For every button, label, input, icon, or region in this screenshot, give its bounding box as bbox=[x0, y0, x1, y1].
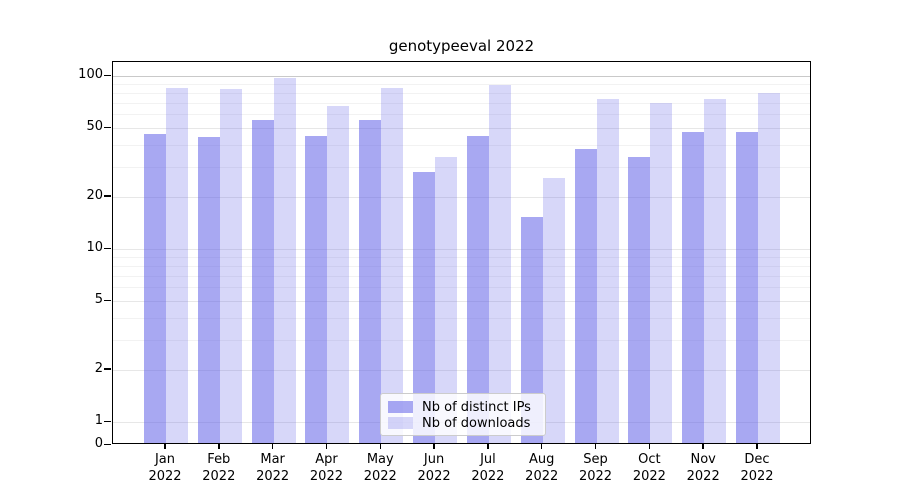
gridline-minor bbox=[113, 287, 810, 289]
gridline-major bbox=[113, 249, 810, 250]
bar-downloads bbox=[757, 92, 780, 443]
legend-swatch-downloads bbox=[388, 417, 413, 429]
y-axis-tick bbox=[104, 126, 111, 128]
x-axis-tick bbox=[594, 444, 597, 449]
x-axis-tick-label: Jun 2022 bbox=[417, 452, 451, 484]
y-axis-tick bbox=[104, 368, 111, 370]
x-axis-tick-label: Nov 2022 bbox=[686, 452, 720, 484]
gridline-minor bbox=[113, 144, 810, 146]
bar-downloads bbox=[327, 106, 350, 443]
gridline-major bbox=[113, 76, 810, 77]
legend-row-downloads: Nb of downloads bbox=[388, 415, 537, 431]
gridline-minor bbox=[113, 166, 810, 168]
bar-downloads bbox=[435, 157, 458, 443]
x-axis-tick bbox=[379, 444, 381, 449]
y-axis-tick-label: 2 bbox=[94, 360, 103, 376]
bar-distinct-ips bbox=[305, 135, 328, 443]
y-axis-tick bbox=[104, 195, 111, 197]
x-axis-tick-label: Apr 2022 bbox=[309, 452, 343, 484]
bar-distinct-ips bbox=[520, 216, 543, 443]
y-axis-tick-label: 1 bbox=[94, 413, 103, 428]
legend-label-distinct-ips: Nb of distinct IPs bbox=[422, 399, 531, 415]
x-axis-tick-label: Sep 2022 bbox=[578, 452, 613, 484]
legend: Nb of distinct IPs Nb of downloads bbox=[380, 393, 546, 436]
y-axis-tick bbox=[104, 74, 111, 76]
bar-distinct-ips bbox=[466, 135, 489, 443]
bar-downloads bbox=[488, 84, 511, 443]
gridline-major bbox=[113, 369, 810, 371]
bar-distinct-ips bbox=[628, 157, 651, 443]
x-axis-tick-label: Jul 2022 bbox=[471, 452, 505, 484]
x-axis-tick bbox=[325, 444, 328, 449]
x-axis-tick bbox=[271, 444, 274, 449]
y-axis-tick bbox=[104, 420, 111, 422]
y-axis-tick-label: 20 bbox=[86, 187, 103, 203]
y-axis-tick-label: 50 bbox=[86, 119, 103, 135]
bar-distinct-ips bbox=[197, 137, 220, 443]
plot-area: Nb of distinct IPs Nb of downloads bbox=[112, 61, 811, 444]
bar-distinct-ips bbox=[413, 172, 436, 443]
bar-distinct-ips bbox=[682, 132, 705, 443]
bar-distinct-ips bbox=[359, 120, 382, 443]
x-axis-tick bbox=[164, 444, 166, 449]
gridline-minor bbox=[113, 83, 810, 85]
y-axis-tick-label: 10 bbox=[86, 240, 103, 255]
x-axis-tick-label: Oct 2022 bbox=[632, 452, 666, 484]
bar-distinct-ips bbox=[735, 132, 758, 443]
bar-downloads bbox=[542, 178, 565, 443]
y-axis-tick-label: 0 bbox=[94, 436, 103, 451]
x-axis-tick bbox=[433, 444, 435, 449]
y-axis-tick bbox=[104, 443, 111, 445]
gridline-minor bbox=[113, 265, 810, 267]
bar-distinct-ips bbox=[574, 148, 597, 443]
gridline-minor bbox=[113, 114, 810, 116]
x-axis-tick-label: May 2022 bbox=[363, 452, 397, 484]
y-axis-tick bbox=[104, 247, 111, 249]
y-axis-tick bbox=[104, 299, 111, 301]
bar-downloads bbox=[596, 98, 619, 443]
chart-title: genotypeeval 2022 bbox=[388, 37, 535, 55]
gridline-minor bbox=[113, 317, 810, 319]
legend-row-distinct-ips: Nb of distinct IPs bbox=[388, 399, 537, 415]
gridline-minor bbox=[113, 92, 810, 94]
gridline-major bbox=[113, 301, 810, 303]
legend-label-downloads: Nb of downloads bbox=[422, 415, 531, 431]
gridline-major bbox=[113, 128, 810, 130]
x-axis-tick-label: Jan 2022 bbox=[148, 452, 182, 484]
gridline-minor bbox=[113, 102, 810, 104]
bar-downloads bbox=[381, 88, 404, 443]
y-axis-tick-label: 100 bbox=[78, 67, 103, 82]
x-axis-tick-label: Aug 2022 bbox=[525, 452, 559, 484]
gridline-minor bbox=[113, 339, 810, 341]
x-axis-tick bbox=[702, 444, 704, 449]
x-axis-tick bbox=[218, 444, 220, 449]
gridline-minor bbox=[113, 256, 810, 258]
bar-downloads bbox=[166, 88, 188, 443]
x-axis-tick-label: Mar 2022 bbox=[256, 452, 290, 484]
bar-distinct-ips bbox=[251, 120, 274, 443]
y-axis-tick-label: 5 bbox=[94, 292, 103, 308]
x-axis-tick-label: Dec 2022 bbox=[740, 452, 774, 484]
x-axis-tick bbox=[648, 444, 651, 449]
legend-swatch-distinct-ips bbox=[388, 401, 413, 413]
bar-downloads bbox=[273, 77, 296, 443]
bar-downloads bbox=[704, 98, 727, 443]
x-axis-tick bbox=[487, 444, 489, 449]
x-axis-tick bbox=[756, 444, 758, 449]
gridline-minor bbox=[113, 275, 810, 277]
x-axis-tick bbox=[541, 444, 543, 449]
bar-downloads bbox=[650, 103, 673, 443]
bar-downloads bbox=[219, 88, 242, 443]
bar-distinct-ips bbox=[144, 134, 166, 443]
gridline-major bbox=[113, 196, 810, 198]
x-axis-tick-label: Feb 2022 bbox=[202, 452, 236, 484]
